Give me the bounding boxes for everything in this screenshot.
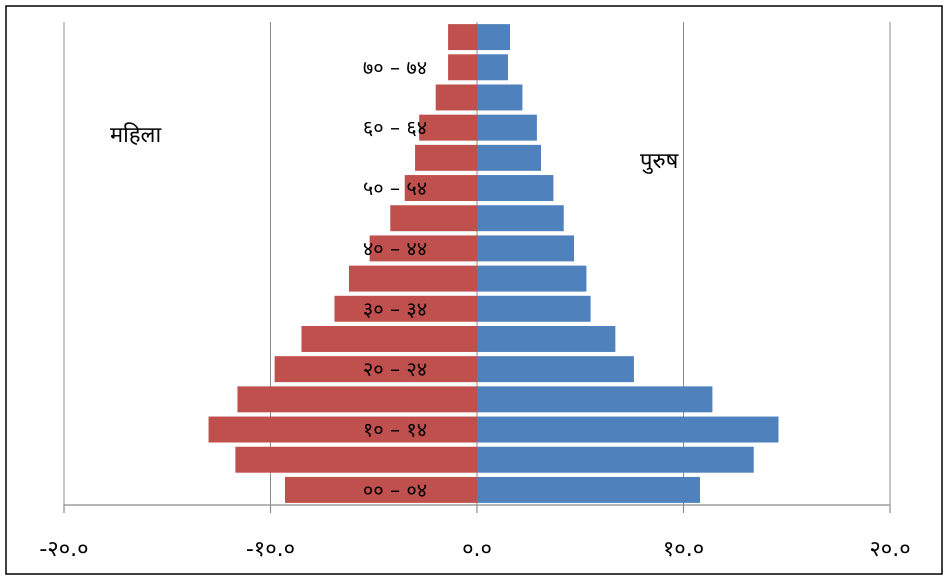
male-bars (477, 24, 779, 503)
x-tick-label-0: -२०.० (39, 537, 88, 562)
category-label-14: ७० – ७४ (363, 55, 427, 79)
male-side-label: पुरुष (640, 149, 680, 174)
female-bar-12 (419, 114, 477, 141)
female-bar-11 (415, 144, 477, 171)
x-tick-labels: -२०.० -१०.० ०.० १०.० २०.० (39, 537, 910, 562)
female-bar-0 (284, 476, 477, 503)
female-bar-3 (237, 386, 477, 413)
male-bar-1 (477, 446, 754, 473)
category-label-8: ४० – ४४ (363, 236, 427, 260)
male-bar-3 (477, 386, 713, 413)
category-label-2: १० – १४ (363, 418, 427, 442)
male-bar-9 (477, 205, 564, 232)
male-bar-11 (477, 144, 542, 171)
category-label-0: ०० – ०४ (363, 478, 427, 502)
female-bar-15 (448, 24, 477, 51)
male-bar-6 (477, 295, 591, 322)
x-axis (63, 504, 891, 513)
category-labels: ०० – ०४ १० – १४ २० – २४ ३० – ३४ ४० – ४४ ५० – … (363, 55, 427, 502)
female-bar-13 (435, 84, 477, 111)
female-bar-1 (235, 446, 477, 473)
female-bar-6 (334, 295, 477, 322)
male-bar-0 (477, 476, 701, 503)
female-bars (208, 24, 478, 503)
male-bar-13 (477, 84, 523, 111)
x-tick-label-4: २०.० (869, 537, 910, 562)
category-label-10: ५० – ५४ (363, 176, 427, 200)
male-bar-14 (477, 54, 508, 81)
male-bar-7 (477, 265, 587, 292)
category-label-6: ३० – ३४ (363, 297, 427, 321)
female-bar-2 (208, 416, 478, 443)
male-bar-2 (477, 416, 779, 443)
male-bar-4 (477, 356, 634, 383)
female-bar-4 (274, 356, 477, 383)
female-side-label: महिला (110, 122, 161, 148)
category-label-12: ६० – ६४ (363, 116, 427, 140)
female-bar-7 (348, 265, 477, 292)
category-label-4: २० – २४ (363, 357, 427, 381)
male-bar-15 (477, 24, 511, 51)
female-bar-10 (404, 175, 477, 202)
male-bar-5 (477, 325, 616, 352)
male-bar-8 (477, 235, 575, 262)
female-bar-5 (301, 325, 477, 352)
female-bar-14 (448, 54, 477, 81)
male-bar-12 (477, 114, 537, 141)
female-bar-9 (390, 205, 477, 232)
x-tick-label-1: -१०.० (246, 537, 295, 562)
x-tick-label-3: १०.० (663, 537, 704, 562)
female-bar-8 (369, 235, 477, 262)
male-bar-10 (477, 175, 554, 202)
x-tick-label-2: ०.० (462, 537, 492, 562)
